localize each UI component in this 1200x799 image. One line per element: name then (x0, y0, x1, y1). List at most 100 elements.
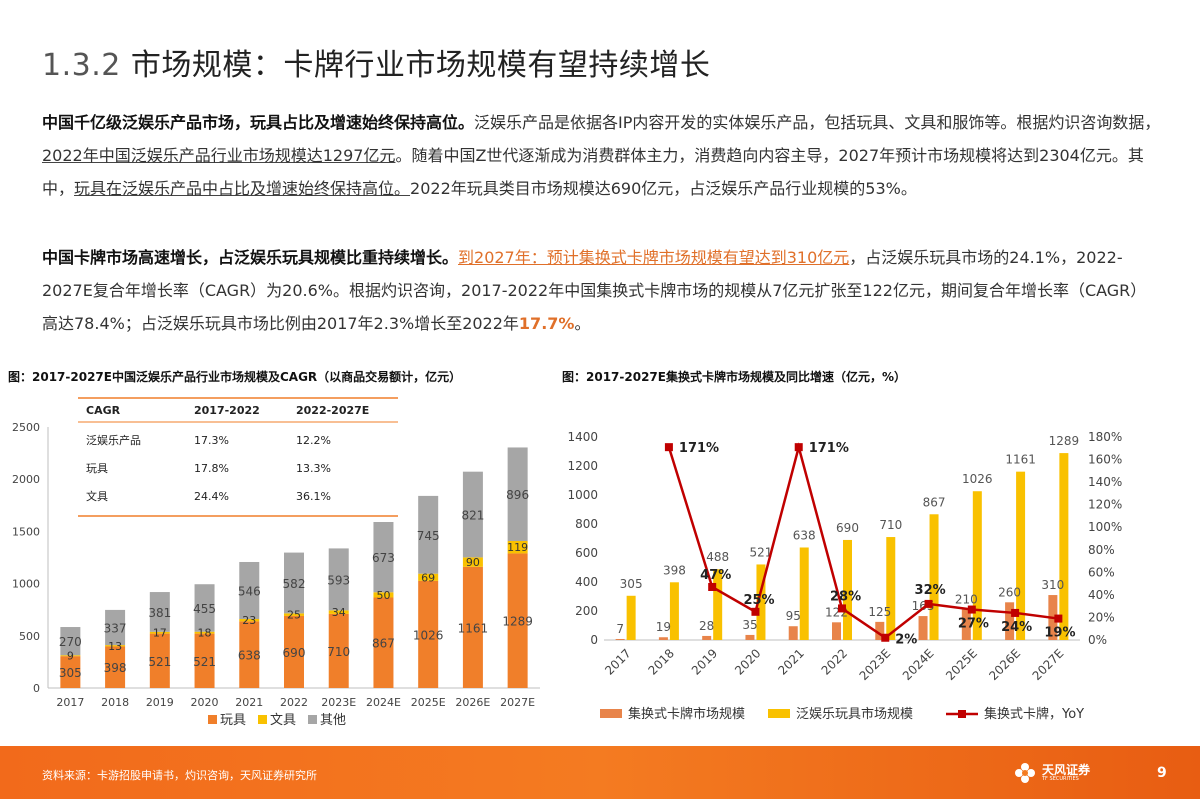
yoy-data-label: 27% (958, 617, 989, 632)
p2-underline-1: 到2027年：预计集换式卡牌市场规模有望达到310亿元 (458, 248, 850, 267)
bar-card-market (615, 638, 625, 640)
table-cell: 24.4% (194, 490, 229, 503)
y-left-tick-label: 400 (575, 575, 598, 589)
bar-segment-玩具 (373, 597, 394, 688)
yoy-marker (794, 443, 803, 452)
data-label-other: 546 (238, 584, 261, 598)
data-label-card: 310 (1041, 578, 1064, 592)
data-label-other: 673 (372, 551, 395, 565)
x-tick-label: 2025E (411, 696, 446, 709)
data-label-toy: 1161 (458, 621, 489, 635)
yoy-marker (1011, 608, 1020, 617)
footer-band (0, 746, 1200, 799)
bar-segment-其他 (418, 495, 439, 574)
bar-segment-玩具 (60, 656, 81, 688)
y-right-tick-label: 20% (1088, 610, 1115, 624)
legend-label: 集换式卡牌，YoY (984, 706, 1084, 722)
data-label-card: 260 (998, 585, 1021, 599)
p2-text-2: 。 (574, 314, 591, 333)
data-label-toy: 521 (750, 545, 773, 559)
bar-segment-其他 (284, 552, 304, 614)
bar-card-market (832, 622, 841, 640)
bar-segment-玩具 (418, 580, 439, 688)
legend-label: 集换式卡牌市场规模 (628, 706, 745, 722)
legend-label: 文具 (270, 713, 296, 728)
page-title: 1.3.2 市场规模：卡牌行业市场规模有望持续增长 (42, 40, 710, 84)
bar-card-market (658, 637, 668, 640)
data-label-toy: 488 (706, 550, 729, 564)
p1-text-3: 2022年玩具类目市场规模达690亿元，占泛娱乐产品行业规模的53%。 (410, 179, 917, 198)
data-label-stationery: 25 (287, 609, 301, 622)
x-tick-label: 2026E (455, 696, 490, 709)
yoy-data-label: 28% (830, 589, 861, 604)
x-tick-label: 2019 (146, 696, 174, 709)
bar-segment-其他 (373, 522, 394, 593)
data-label-card: 35 (742, 618, 757, 632)
legend-label: 玩具 (220, 713, 246, 728)
table-cell: 玩具 (86, 462, 108, 475)
y-tick-label: 0 (33, 682, 40, 695)
bar-card-market (961, 609, 971, 640)
bar-segment-文具 (149, 631, 170, 634)
y-right-tick-label: 40% (1088, 588, 1115, 602)
data-label-stationery: 13 (108, 640, 122, 653)
table-cell: 泛娱乐产品 (86, 433, 141, 447)
data-label-toy: 1026 (413, 628, 444, 642)
y-right-tick-label: 140% (1088, 475, 1122, 489)
bar-segment-文具 (194, 631, 215, 634)
yoy-data-label: 24% (1001, 620, 1032, 635)
table-cell: 17.8% (194, 462, 229, 475)
data-label-card: 19 (656, 620, 671, 634)
yoy-data-label: 171% (809, 441, 849, 456)
logo-flower-icon (1015, 763, 1035, 783)
data-label-toy: 398 (663, 563, 686, 577)
data-label-toy: 1026 (962, 472, 993, 486)
yoy-marker (967, 605, 976, 614)
data-label-toy: 305 (59, 666, 82, 680)
data-label-stationery: 34 (332, 606, 346, 619)
bar-segment-其他 (105, 609, 126, 646)
yoy-marker (1054, 614, 1063, 623)
y-left-tick-label: 1200 (567, 459, 598, 473)
y-left-tick-label: 800 (575, 517, 598, 531)
x-tick-label: 2026E (986, 646, 1023, 683)
data-label-card: 28 (699, 619, 714, 633)
bar-segment-玩具 (328, 613, 349, 688)
data-label-toy: 521 (148, 655, 171, 669)
yoy-marker (664, 443, 673, 452)
data-label-other: 896 (506, 488, 529, 502)
data-label-stationery: 90 (466, 556, 480, 569)
bar-card-market (1005, 602, 1015, 640)
y-tick-label: 2000 (12, 473, 40, 486)
x-tick-label: 2020 (732, 646, 763, 677)
legend-label: 泛娱乐玩具市场规模 (796, 706, 913, 722)
company-logo: 天风证券 TF SECURITIES (1012, 758, 1132, 788)
yoy-data-label: 25% (743, 593, 774, 608)
x-tick-label: 2027E (1030, 646, 1067, 683)
legend-swatch-card (600, 709, 622, 718)
bar-segment-玩具 (149, 633, 170, 688)
data-label-stationery: 23 (242, 614, 256, 627)
p1-lead: 中国千亿级泛娱乐产品市场，玩具占比及增速始终保持高位。 (42, 113, 475, 132)
x-tick-label: 2018 (101, 696, 129, 709)
yoy-marker (924, 599, 933, 608)
data-label-other: 270 (59, 635, 82, 649)
bar-toy-market (756, 564, 766, 640)
yoy-data-label: 32% (915, 583, 946, 598)
bar-segment-文具 (105, 645, 126, 647)
y-right-tick-label: 80% (1088, 543, 1115, 557)
right-figure-caption: 图：2017-2027E集换式卡牌市场规模及同比增速（亿元，%） (562, 370, 906, 384)
y-tick-label: 1500 (12, 525, 40, 538)
p1-text-2: 。随着中国Z世代逐渐成为消费群体主力，消费趋向内容主导，2027年预计市场规模将… (42, 146, 1144, 198)
legend-swatch (308, 715, 317, 724)
data-label-toy: 638 (238, 649, 261, 663)
bar-toy-market (1016, 471, 1026, 640)
bar-card-market (745, 634, 755, 640)
bar-toy-market (1059, 453, 1069, 640)
y-left-tick-label: 1400 (567, 430, 598, 444)
bar-toy-market (929, 514, 939, 640)
left-figure-caption: 图：2017-2027E中国泛娱乐产品行业市场规模及CAGR（以商品交易额计，亿… (8, 370, 462, 384)
bar-segment-文具 (284, 613, 304, 616)
data-label-toy: 690 (836, 521, 859, 535)
data-label-card: 95 (786, 609, 801, 623)
